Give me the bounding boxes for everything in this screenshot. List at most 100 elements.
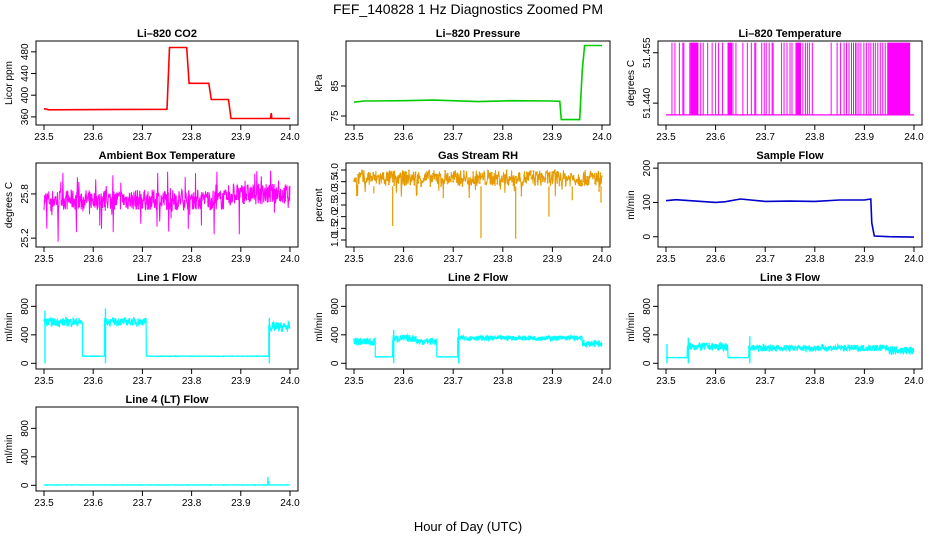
series-point (417, 181, 420, 184)
series-point (398, 176, 401, 179)
series-group (43, 476, 290, 487)
y-tick-label: 360 (20, 108, 31, 125)
panel-8: Line 2 Flow 23.5 23.6 23.7 23.8 23.9 24.0 0 400 8… (314, 272, 612, 387)
series-point (511, 180, 513, 183)
x-tick-label: 23.9 (231, 254, 251, 265)
series-point (553, 169, 556, 172)
x-tick-label: 23.8 (493, 132, 513, 143)
series-point (525, 171, 528, 174)
series-point (441, 178, 444, 181)
series-line (353, 168, 603, 198)
x-tick-label: 23.9 (543, 376, 563, 387)
y-tick-label: 25.2 (20, 228, 31, 248)
series-point (491, 171, 493, 174)
series-line (353, 44, 602, 121)
y-tick-label: 0 (642, 233, 653, 239)
series-point (418, 175, 421, 178)
plot-frame (345, 40, 611, 126)
series-point (409, 183, 412, 186)
series-point (461, 185, 464, 187)
series-point (456, 180, 459, 183)
series-point (576, 178, 579, 181)
series-point (481, 175, 484, 178)
series-point (383, 179, 386, 182)
series-point (361, 169, 363, 172)
x-tick-label: 24.0 (904, 132, 924, 143)
series-point (394, 175, 397, 178)
plot-frame (35, 284, 299, 370)
series-point (373, 175, 375, 178)
series-point (509, 177, 512, 179)
y-tick-label: 800 (20, 420, 31, 437)
x-tick-label: 23.9 (231, 132, 251, 143)
series-point (353, 179, 355, 182)
plot-frame (35, 40, 299, 126)
series-point (362, 180, 365, 183)
series-point (539, 174, 542, 176)
series-point (559, 178, 562, 181)
plot-frame (35, 406, 299, 492)
series-point (403, 172, 406, 175)
series-point (523, 174, 525, 177)
x-tick-label: 23.6 (83, 132, 103, 143)
series-point (537, 178, 540, 181)
y-tick-label: 400 (20, 448, 31, 465)
x-tick-label: 23.8 (805, 132, 825, 143)
series-point (397, 175, 400, 178)
series-point (529, 170, 532, 173)
series-point (484, 183, 487, 185)
y-tick-label: 400 (20, 86, 31, 103)
x-tick-label: 23.8 (182, 498, 202, 509)
series-point (572, 175, 575, 177)
series-point (556, 170, 559, 173)
x-tick-label: 24.0 (904, 376, 924, 387)
series-line (353, 332, 603, 359)
plot-frame (35, 162, 299, 248)
series-point (483, 172, 485, 175)
x-tick-label: 23.6 (83, 254, 103, 265)
series-group (666, 42, 914, 116)
y-axis-label: ml/min (626, 190, 637, 219)
series-point (598, 189, 600, 192)
x-tick-label: 23.8 (493, 376, 513, 387)
x-tick-label: 23.5 (344, 376, 364, 387)
y-axis-label: degrees C (626, 60, 637, 106)
x-tick-label: 23.7 (133, 498, 153, 509)
x-tick-label: 23.7 (443, 376, 463, 387)
series-group (665, 198, 915, 238)
series-point (440, 185, 442, 187)
series-point (492, 176, 495, 179)
x-tick-label: 23.5 (656, 132, 676, 143)
series-point (428, 170, 430, 172)
y-tick-label: 200 (642, 159, 653, 176)
series-line (43, 46, 290, 120)
panel-title: Line 3 Flow (760, 272, 820, 284)
panel-9: Line 3 Flow 23.5 23.6 23.7 23.8 23.9 24.0 0 400 8… (626, 272, 924, 387)
series-point (399, 175, 402, 178)
series-point (410, 180, 413, 182)
series-group (353, 328, 603, 364)
series-point (472, 171, 475, 174)
series-point (374, 179, 377, 182)
series-point (414, 171, 417, 174)
x-tick-label: 23.5 (344, 132, 364, 143)
series-point (560, 183, 563, 186)
y-tick-label: 3.5 (330, 174, 341, 188)
series-point (516, 178, 519, 181)
series-point (528, 171, 531, 174)
x-tick-label: 23.7 (443, 254, 463, 265)
series-point (515, 176, 517, 179)
series-point (555, 172, 558, 174)
y-tick-label: 2.0 (330, 209, 341, 223)
x-tick-label: 23.7 (133, 254, 153, 265)
series-point (377, 175, 380, 178)
y-axis-label: degrees C (4, 182, 15, 228)
series-point (367, 171, 370, 174)
x-tick-label: 24.0 (592, 132, 612, 143)
y-tick-label: 25.8 (20, 184, 31, 204)
y-tick-label: 51.455 (642, 37, 653, 68)
panel-title: Line 2 Flow (448, 272, 508, 284)
y-tick-label: 1.5 (330, 221, 341, 235)
panel-4: Ambient Box Temperature 23.5 23.6 23.7 23.8 2… (4, 150, 300, 265)
series-point (480, 176, 483, 178)
